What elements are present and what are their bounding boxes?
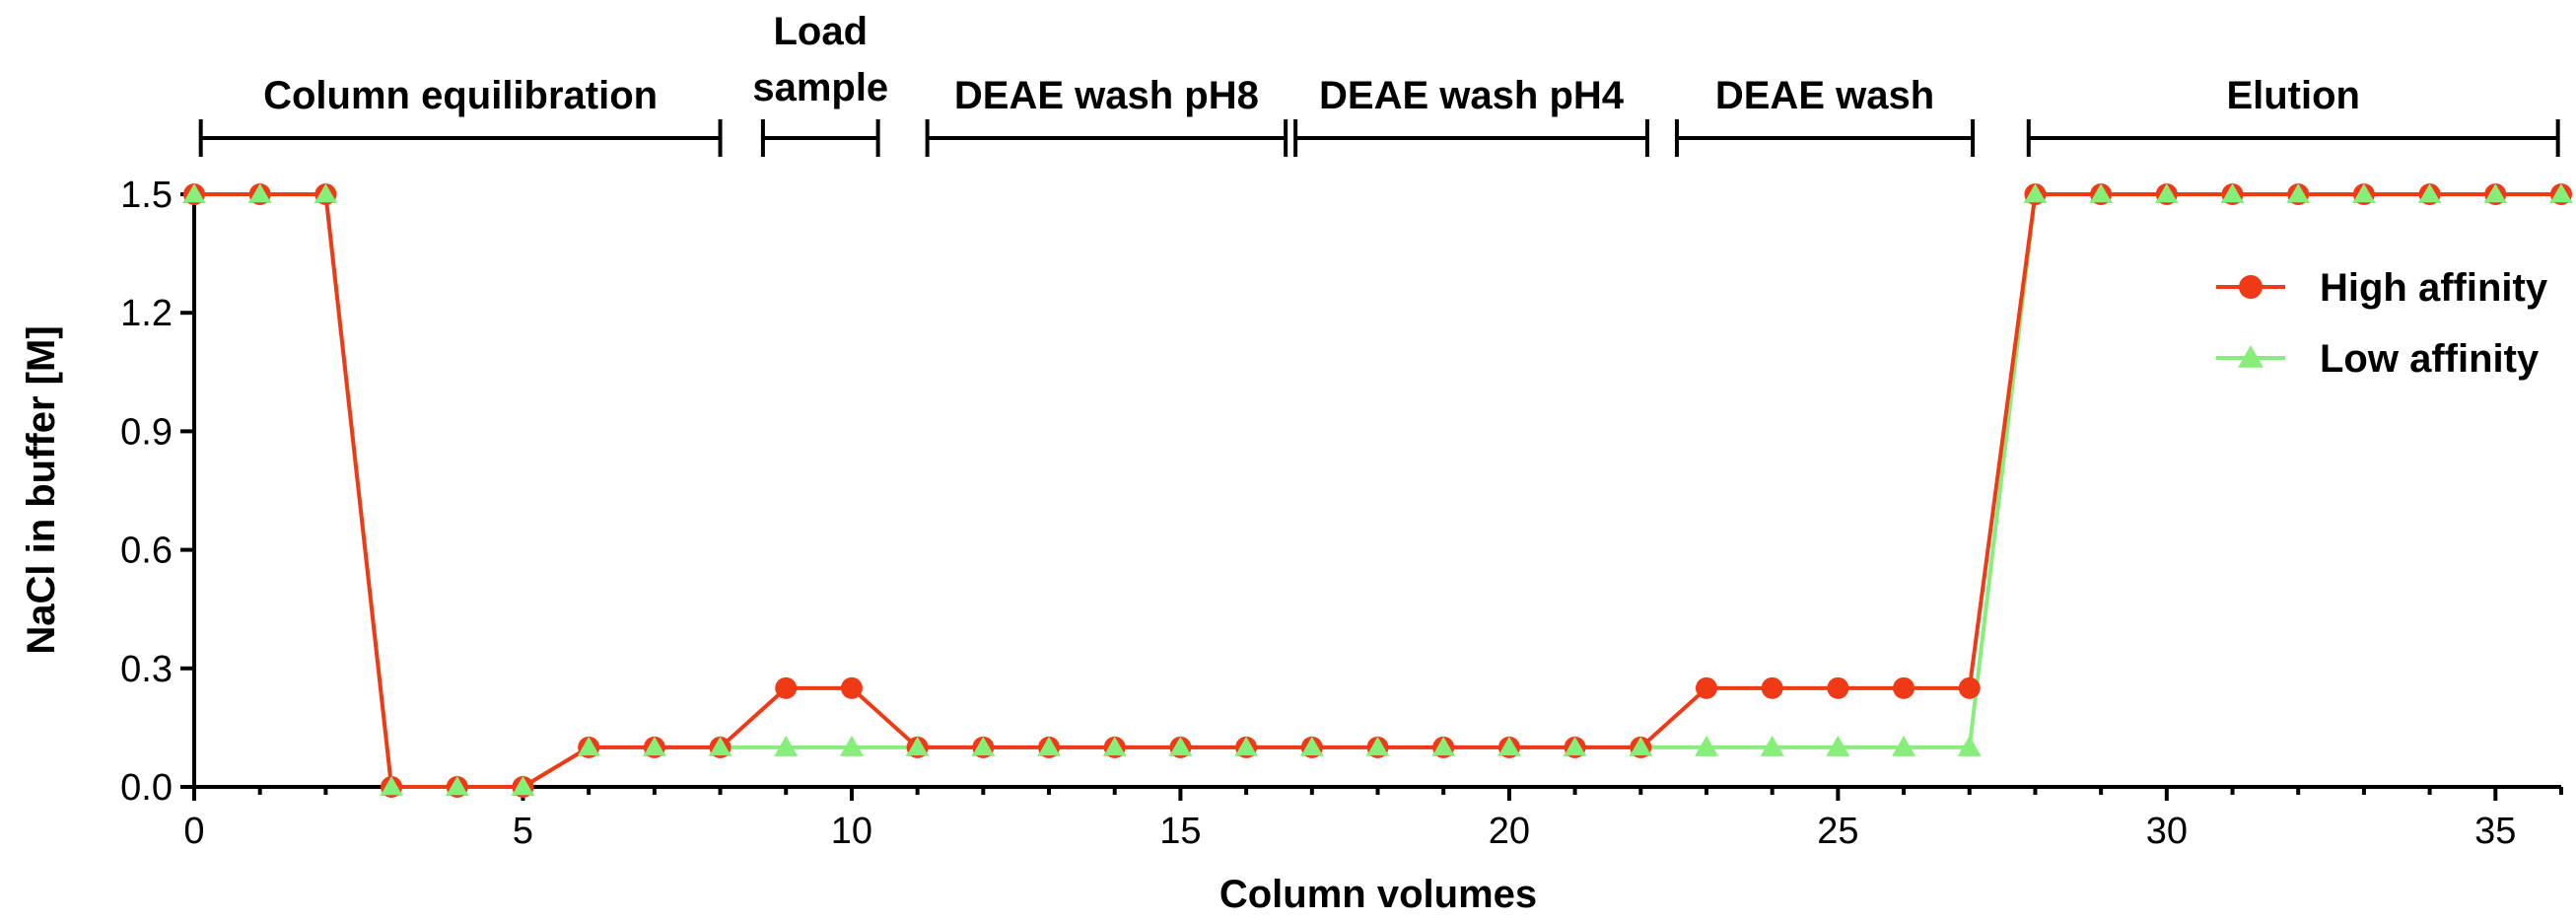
y-tick-label: 0.3 [120, 649, 173, 690]
x-tick-label: 25 [1817, 811, 1858, 852]
data-point [1826, 735, 1850, 756]
data-point [643, 736, 665, 756]
axes: 0 5 10 15 20 25 30 35 0.0 0.3 0.6 0.9 1.2 1.5 Column… [20, 175, 2563, 916]
data-point [1695, 676, 1717, 699]
y-ticks: 0.0 0.3 0.6 0.9 1.2 1.5 [120, 175, 194, 809]
phase-label: DEAE wash pH8 [954, 74, 1259, 117]
series-low-affinity-markers-top [183, 183, 2572, 796]
data-point [906, 736, 929, 756]
phase-5: DEAE wash [1674, 74, 1976, 157]
series-high-affinity [183, 183, 2572, 798]
data-point [1169, 736, 1192, 756]
data-point [2418, 183, 2441, 203]
y-tick-label: 0.9 [120, 411, 173, 453]
x-tick-label: 5 [513, 811, 533, 852]
data-point [2484, 183, 2507, 203]
data-point [774, 735, 799, 756]
x-ticks: 0 5 10 15 20 25 30 35 [183, 787, 2563, 852]
data-point [2155, 183, 2178, 203]
data-point [1497, 736, 1520, 756]
y-tick-label: 0.0 [120, 767, 173, 809]
phase-6: Elution [2026, 74, 2560, 157]
x-axis-title: Column volumes [1219, 873, 1537, 916]
x-tick-label: 10 [831, 811, 872, 852]
data-point [839, 735, 864, 756]
data-point [1827, 676, 1849, 699]
phase-label: Load [773, 10, 868, 53]
data-point [183, 183, 205, 203]
series-line [194, 192, 2561, 789]
data-point [2090, 183, 2113, 203]
x-tick-label: 35 [2474, 811, 2516, 852]
x-tick-label: 30 [2146, 811, 2188, 852]
data-point [1893, 676, 1915, 699]
x-tick-label: 20 [1489, 811, 1530, 852]
data-point [381, 776, 403, 796]
data-point [2287, 183, 2310, 203]
phase-label: sample [752, 66, 888, 109]
data-point [1235, 736, 1258, 756]
phase-annotations: Column equilibration Load sample DEAE wash … [198, 10, 2560, 157]
y-axis-title: NaCl in buffer [M] [20, 325, 63, 654]
data-point [1300, 736, 1323, 756]
data-point [446, 776, 468, 796]
data-point [709, 736, 731, 756]
data-point [248, 183, 271, 203]
phase-4: DEAE wash pH4 [1293, 74, 1649, 157]
data-point [775, 676, 798, 699]
legend-marker [2238, 345, 2263, 368]
legend: High affinity Low affinity [2216, 266, 2548, 381]
y-tick-label: 0.6 [120, 531, 173, 572]
phase-label: Column equilibration [263, 74, 658, 117]
plot-area [182, 182, 2573, 798]
data-point [2221, 183, 2244, 203]
data-point [1892, 735, 1916, 756]
phase-label: DEAE wash [1715, 74, 1934, 117]
data-point [1103, 736, 1126, 756]
data-point [972, 736, 995, 756]
data-point [2550, 183, 2572, 203]
data-point [1957, 735, 1982, 756]
series-line [194, 192, 2561, 789]
data-point [578, 736, 600, 756]
phase-1: Column equilibration [198, 74, 723, 157]
series-low-affinity [182, 182, 2573, 796]
legend-item-low-affinity: Low affinity [2216, 337, 2540, 381]
data-point [1694, 735, 1718, 756]
phase-3: DEAE wash pH8 [925, 74, 1288, 157]
data-point [1366, 736, 1389, 756]
phase-2: Load sample [752, 10, 888, 157]
legend-item-high-affinity: High affinity [2216, 266, 2548, 310]
y-tick-label: 1.2 [120, 293, 173, 334]
x-tick-label: 15 [1159, 811, 1201, 852]
data-point [512, 776, 534, 796]
y-tick-label: 1.5 [120, 175, 173, 216]
data-point [2352, 183, 2375, 203]
data-point [1761, 676, 1783, 699]
data-point [1564, 736, 1586, 756]
data-point [2024, 183, 2047, 203]
data-point [1038, 736, 1061, 756]
data-point [840, 676, 863, 699]
data-point [1958, 676, 1981, 699]
phase-label: DEAE wash pH4 [1319, 74, 1625, 117]
x-tick-label: 0 [183, 811, 204, 852]
legend-marker [2239, 275, 2263, 299]
data-point [1630, 736, 1652, 756]
data-point [1432, 736, 1455, 756]
data-point [314, 183, 337, 203]
data-point [1760, 735, 1784, 756]
phase-label: Elution [2226, 74, 2360, 117]
legend-label: Low affinity [2320, 337, 2540, 381]
legend-label: High affinity [2320, 266, 2548, 310]
